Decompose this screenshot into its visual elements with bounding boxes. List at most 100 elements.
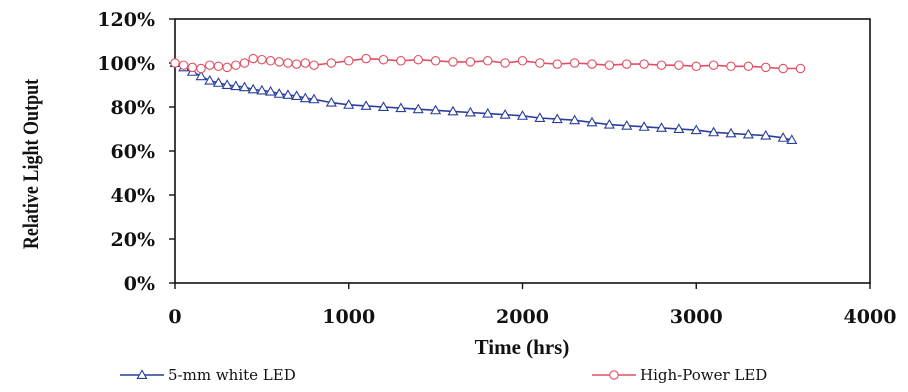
- y-tick-label: 60%: [111, 141, 156, 163]
- data-point: [535, 58, 545, 68]
- data-point: [655, 122, 668, 132]
- data-point: [656, 60, 667, 70]
- y-tick-label: 120%: [97, 9, 155, 31]
- data-point: [283, 58, 293, 68]
- data-point: [222, 62, 232, 73]
- data-point: [377, 101, 390, 111]
- data-point: [726, 61, 736, 72]
- data-point: [708, 126, 720, 137]
- data-point: [639, 59, 649, 69]
- data-point: [361, 53, 371, 64]
- data-point: [674, 60, 684, 70]
- x-tick-label: 0: [168, 306, 181, 328]
- data-point: [621, 59, 632, 69]
- data-point: [308, 93, 320, 104]
- data-point: [265, 85, 277, 96]
- data-point: [500, 58, 510, 68]
- y-tick-label: 20%: [111, 229, 156, 251]
- series-layer: [169, 53, 806, 144]
- data-point: [196, 63, 206, 74]
- circle-icon: [609, 370, 619, 380]
- y-tick-label: 40%: [111, 185, 156, 207]
- data-point: [777, 132, 789, 142]
- x-tick-label: 3000: [670, 306, 723, 328]
- x-tick-label: 2000: [496, 306, 549, 328]
- data-point: [464, 106, 476, 117]
- data-point: [360, 100, 372, 110]
- data-point: [212, 77, 224, 87]
- data-point: [604, 60, 615, 70]
- data-point: [187, 62, 198, 73]
- data-point: [300, 58, 311, 68]
- data-point: [638, 121, 650, 131]
- legend: 5-mm white LED High-Power LED: [120, 366, 767, 384]
- x-tick-label: 4000: [844, 306, 897, 328]
- data-point: [447, 105, 459, 116]
- data-point: [499, 108, 511, 119]
- data-point: [239, 58, 250, 68]
- data-point: [691, 61, 701, 72]
- data-point: [786, 134, 798, 144]
- data-point: [516, 110, 529, 120]
- data-point: [534, 112, 546, 122]
- data-point: [412, 103, 424, 114]
- data-point: [326, 58, 337, 68]
- data-point: [778, 63, 788, 74]
- data-point: [170, 58, 180, 68]
- y-tick-label: 80%: [111, 97, 156, 119]
- data-point: [742, 128, 754, 139]
- legend-item: High-Power LED: [592, 366, 767, 384]
- data-point: [482, 56, 493, 66]
- data-point: [257, 54, 267, 65]
- data-point: [378, 54, 389, 65]
- data-point: [795, 63, 806, 74]
- data-point: [282, 89, 294, 99]
- data-point: [708, 60, 719, 70]
- y-tick-label: 0%: [124, 273, 155, 295]
- data-point: [205, 60, 215, 70]
- data-point: [551, 113, 563, 124]
- data-point: [673, 123, 685, 133]
- legend-item: 5-mm white LED: [120, 366, 296, 384]
- data-point: [482, 107, 494, 118]
- data-point: [587, 59, 597, 69]
- data-point: [395, 102, 407, 113]
- data-point: [299, 92, 311, 103]
- data-point: [195, 70, 207, 81]
- data-point: [343, 99, 355, 109]
- x-axis: 0 1000 2000 3000 4000: [168, 283, 896, 328]
- x-tick-label: 1000: [322, 306, 375, 328]
- data-point: [760, 129, 772, 140]
- data-point: [552, 59, 562, 69]
- data-point: [690, 124, 702, 135]
- data-point: [743, 61, 754, 72]
- data-point: [291, 90, 303, 100]
- data-point: [238, 81, 251, 92]
- y-axis: 0% 20% 40% 60% 80% 100% 120%: [97, 9, 175, 295]
- data-point: [213, 61, 224, 72]
- data-point: [230, 80, 242, 91]
- data-point: [248, 53, 258, 64]
- y-tick-label: 100%: [97, 53, 155, 75]
- data-point: [413, 54, 423, 65]
- data-point: [343, 56, 354, 66]
- data-point: [256, 84, 268, 95]
- data-point: [465, 57, 476, 67]
- data-point: [396, 56, 406, 66]
- data-point: [569, 58, 580, 68]
- triangle-icon: [136, 369, 148, 380]
- data-point: [247, 83, 259, 94]
- x-axis-title: Time (hrs): [475, 335, 570, 359]
- data-point: [204, 74, 216, 85]
- data-point: [265, 56, 276, 66]
- legend-label: 5-mm white LED: [168, 366, 296, 384]
- data-point: [603, 118, 615, 129]
- data-point: [621, 119, 633, 130]
- data-point: [725, 127, 737, 138]
- data-point: [178, 60, 189, 70]
- data-point: [430, 104, 442, 115]
- data-point: [448, 57, 458, 67]
- y-axis-title: Relative Light Output: [19, 79, 43, 250]
- data-point: [586, 116, 598, 127]
